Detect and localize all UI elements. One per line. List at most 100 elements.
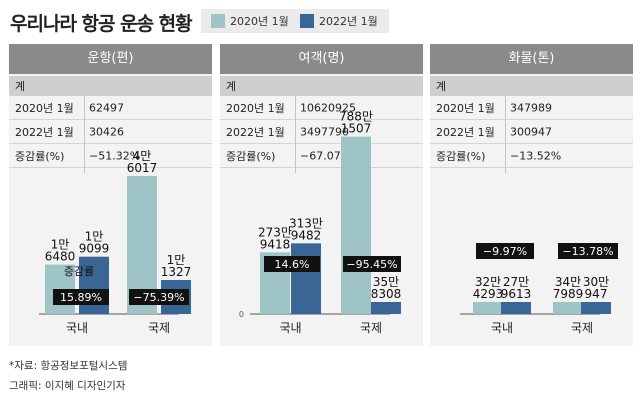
- summary-table: 계 2020년 1월 10620925 2022년 1월 3497790 증감률(%…: [220, 76, 423, 168]
- change-value: −75.39%: [133, 291, 184, 304]
- data-label-line: 1327: [161, 265, 192, 279]
- table-header-row: 계: [9, 76, 212, 96]
- data-label-line: 6480: [45, 250, 76, 264]
- data-label-line: 1만: [85, 230, 104, 244]
- change-value: −13.78%: [562, 245, 613, 258]
- data-label-line: 1507: [341, 122, 372, 136]
- table-row: 증감률(%) −13.52%: [430, 144, 633, 168]
- total-2022: 3497790: [300, 125, 349, 138]
- legend-label-2020: 2020년 1월: [230, 15, 289, 28]
- table-row: 증감률(%) −67.07%: [220, 144, 423, 168]
- bar-2022-0: [501, 302, 531, 314]
- legend-item-2020: 2020년 1월: [211, 13, 289, 29]
- credit-note: 그래픽: 이지혜 디자인기자: [9, 380, 126, 392]
- data-label-line: 27만: [503, 275, 529, 289]
- table-header-label: 계: [15, 80, 26, 93]
- data-label-line: 4293: [473, 287, 504, 301]
- table-row: 2020년 1월 347989: [430, 96, 633, 120]
- axis-zero-label: 0: [239, 310, 244, 319]
- data-label-line: 4만: [133, 149, 152, 163]
- bar-2022-0: [291, 243, 321, 314]
- legend: [201, 9, 389, 33]
- data-label-line: 1만: [51, 238, 70, 252]
- total-change: −13.52%: [510, 149, 562, 162]
- table-row: 2022년 1월 30426: [9, 120, 212, 144]
- change-value: −9.97%: [483, 245, 527, 258]
- panel-cargo: 화물(톤) 계 2020년 1월 347989 2022년 1월 300947 증감…: [430, 44, 633, 346]
- change-value: 14.6%: [275, 258, 310, 271]
- data-label: 34만 7989: [553, 275, 584, 301]
- data-label-line: 6017: [127, 161, 158, 175]
- data-label-line: 9482: [291, 228, 322, 242]
- data-label: 1만 9099: [79, 230, 110, 256]
- row-label-2020: 2020년 1월: [15, 101, 74, 115]
- category-label: 국내: [66, 321, 88, 335]
- bar-2022-1: [581, 302, 611, 314]
- category-label: 국제: [148, 321, 170, 335]
- change-box: [343, 256, 401, 272]
- category-label: 국내: [279, 321, 301, 335]
- data-label: 30만 947: [583, 275, 609, 301]
- change-value: −95.45%: [346, 258, 397, 271]
- table-divider: [295, 96, 296, 173]
- data-label-line: 313만: [289, 216, 323, 230]
- data-label-line: 34만: [555, 275, 581, 289]
- panel-flights: 운항(편) 계 2020년 1월 62497 2022년 1월 30426 증감률(…: [9, 44, 212, 346]
- panel-title: 화물(톤): [430, 44, 633, 74]
- row-label-2022: 2022년 1월: [15, 125, 74, 139]
- change-box: [476, 243, 534, 259]
- category-label: 국제: [360, 321, 382, 335]
- data-label: 35만 8308: [371, 275, 402, 301]
- change-value: 15.89%: [60, 291, 102, 304]
- data-label-line: 9613: [501, 287, 532, 301]
- panel-title: 여객(명): [220, 44, 423, 74]
- table-header-label: 계: [436, 80, 447, 93]
- row-label-2020: 2020년 1월: [436, 101, 495, 115]
- row-label-2022: 2022년 1월: [226, 125, 285, 139]
- panel-passengers: 여객(명) 계 2020년 1월 10620925 2022년 1월 3497790…: [220, 44, 423, 346]
- data-label-line: 273만: [258, 225, 292, 239]
- table-row: 2020년 1월 10620925: [220, 96, 423, 120]
- data-label-line: 788만: [339, 110, 373, 124]
- page-title: 우리나라 항공 운송 현황: [10, 13, 193, 35]
- table-header-row: 계: [220, 76, 423, 96]
- data-label: 1만 6480: [45, 238, 76, 264]
- change-box: [53, 289, 109, 305]
- total-2022: 30426: [89, 125, 124, 138]
- data-label-line: 8308: [371, 287, 402, 301]
- legend-swatch-2022: [300, 14, 314, 28]
- data-label: 32만 4293: [473, 275, 504, 301]
- data-label: 1만 1327: [161, 253, 192, 279]
- table-divider: [505, 96, 506, 173]
- data-label: 313만 9482: [289, 216, 323, 242]
- total-2020: 62497: [89, 101, 124, 114]
- change-box: [558, 243, 618, 259]
- data-label: 27만 9613: [501, 275, 532, 301]
- total-2020: 10620925: [300, 101, 356, 114]
- bar-2020-1: [553, 302, 583, 314]
- data-label-line: 9099: [79, 242, 110, 256]
- row-label-2020: 2020년 1월: [226, 101, 285, 115]
- table-row: 2020년 1월 62497: [9, 96, 212, 120]
- data-label-line: 947: [585, 287, 608, 301]
- row-label-rate: 증감률(%): [436, 149, 486, 163]
- change-box: [264, 256, 320, 272]
- data-label-line: 32만: [475, 275, 501, 289]
- table-header-row: 계: [430, 76, 633, 96]
- row-label-rate: 증감률(%): [15, 149, 65, 163]
- panel-title: 운항(편): [9, 44, 212, 74]
- change-box: [129, 289, 189, 305]
- table-row: 증감률(%) −51.32%: [9, 144, 212, 168]
- row-label-2022: 2022년 1월: [436, 125, 495, 139]
- data-label-line: 7989: [553, 287, 584, 301]
- data-label: 4만 6017: [127, 149, 158, 175]
- change-caption: 증감률: [64, 265, 94, 278]
- data-label: 788만 1507: [339, 110, 373, 136]
- bar-2022-1: [371, 302, 401, 314]
- bar-2020-0: [473, 302, 503, 314]
- table-header-label: 계: [226, 80, 237, 93]
- category-label: 국제: [571, 321, 593, 335]
